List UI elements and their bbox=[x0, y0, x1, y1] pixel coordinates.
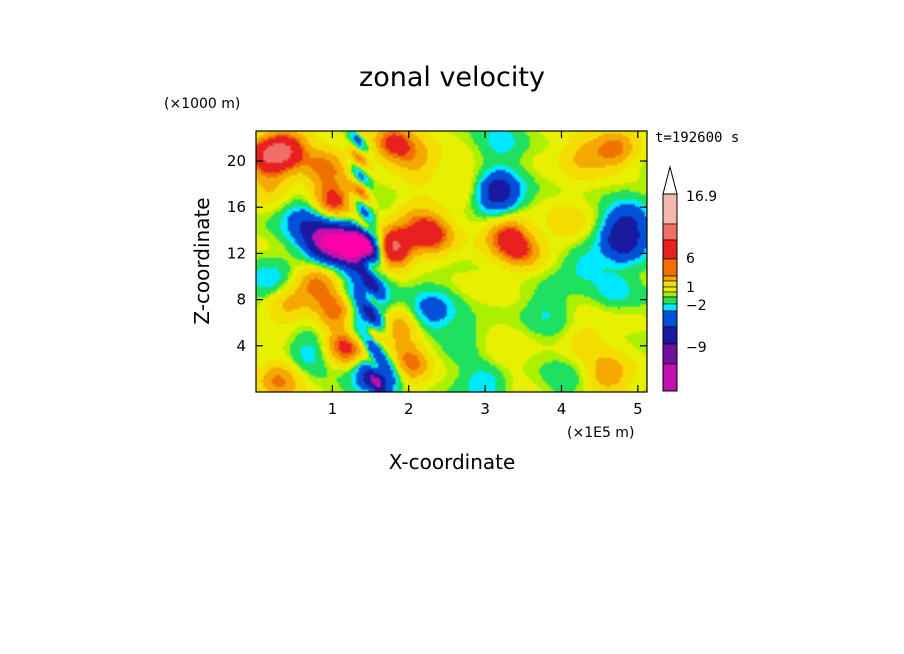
y-axis-label: Z-coordinate bbox=[190, 197, 214, 324]
y-tick-label: 16 bbox=[227, 198, 246, 216]
colorbar-segment bbox=[662, 310, 678, 328]
colorbar-segment bbox=[662, 363, 678, 392]
x-axis: 1 2 3 4 5 bbox=[328, 131, 643, 418]
x-tick-label: 5 bbox=[633, 400, 643, 418]
colorbar-segment bbox=[662, 223, 678, 241]
velocity-field bbox=[256, 131, 647, 392]
colorbar: 16.9 6 1 −2 −9 bbox=[662, 165, 717, 392]
y-tick-label: 4 bbox=[236, 337, 246, 355]
colorbar-segment bbox=[662, 286, 678, 293]
heatmap-plot bbox=[256, 131, 647, 392]
colorbar-label: −2 bbox=[686, 298, 707, 314]
y-axis: 4 8 12 16 20 bbox=[227, 152, 647, 355]
colorbar-segment bbox=[662, 275, 678, 282]
plot-frame bbox=[255, 130, 648, 393]
colorbar-segment bbox=[662, 326, 678, 345]
colorbar-segment bbox=[662, 343, 678, 365]
colorbar-segment bbox=[662, 296, 678, 305]
y-tick-label: 8 bbox=[236, 291, 246, 309]
chart-title: zonal velocity bbox=[359, 62, 545, 93]
colorbar-segment bbox=[662, 239, 678, 260]
colorbar-segment bbox=[662, 258, 678, 277]
colorbar-max-arrow bbox=[662, 165, 678, 195]
colorbar-frame bbox=[662, 193, 678, 392]
x-tick-label: 4 bbox=[557, 400, 567, 418]
colorbar-segment bbox=[662, 291, 678, 298]
colorbar-label: 16.9 bbox=[686, 189, 717, 205]
colorbar-segment bbox=[662, 280, 678, 288]
colorbar-label: −9 bbox=[686, 340, 707, 356]
y-tick-label: 12 bbox=[227, 244, 246, 262]
colorbar-label: 6 bbox=[686, 251, 695, 267]
x-scale-note: (×1E5 m) bbox=[567, 425, 634, 441]
x-axis-label: X-coordinate bbox=[389, 450, 516, 474]
x-tick-label: 1 bbox=[328, 400, 338, 418]
x-tick-label: 3 bbox=[480, 400, 490, 418]
y-tick-label: 20 bbox=[227, 152, 246, 170]
x-tick-label: 2 bbox=[404, 400, 414, 418]
colorbar-segment bbox=[662, 193, 678, 225]
time-label: t=192600 s bbox=[655, 130, 739, 146]
colorbar-label: 1 bbox=[686, 280, 695, 296]
colorbar-segment bbox=[662, 303, 678, 312]
y-scale-note: (×1000 m) bbox=[164, 96, 240, 112]
